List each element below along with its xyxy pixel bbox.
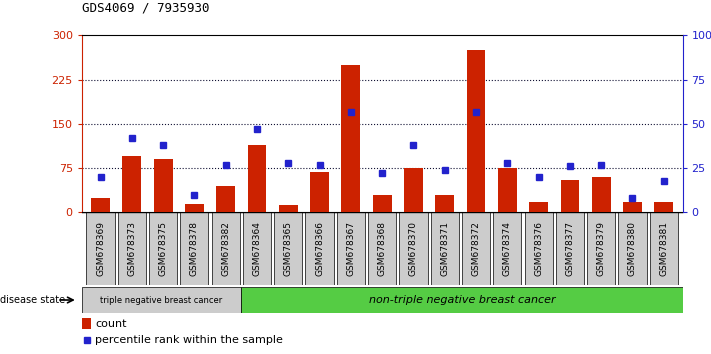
Bar bbox=[82, 287, 241, 313]
Bar bbox=[212, 212, 240, 285]
Bar bbox=[82, 318, 92, 329]
Bar bbox=[241, 287, 683, 313]
Text: GSM678368: GSM678368 bbox=[378, 221, 387, 276]
Bar bbox=[185, 204, 204, 212]
Text: GSM678369: GSM678369 bbox=[96, 221, 105, 276]
Bar bbox=[556, 212, 584, 285]
Text: GDS4069 / 7935930: GDS4069 / 7935930 bbox=[82, 1, 209, 14]
Bar bbox=[529, 202, 548, 212]
Bar bbox=[306, 212, 333, 285]
Text: GSM678364: GSM678364 bbox=[252, 221, 262, 276]
Bar bbox=[216, 186, 235, 212]
Text: GSM678370: GSM678370 bbox=[409, 221, 418, 276]
Bar bbox=[181, 212, 208, 285]
Text: GSM678374: GSM678374 bbox=[503, 221, 512, 276]
Bar bbox=[466, 50, 486, 212]
Bar bbox=[587, 212, 615, 285]
Bar bbox=[247, 144, 267, 212]
Text: GSM678376: GSM678376 bbox=[534, 221, 543, 276]
Bar bbox=[243, 212, 271, 285]
Text: GSM678380: GSM678380 bbox=[628, 221, 637, 276]
Text: GSM678379: GSM678379 bbox=[597, 221, 606, 276]
Bar bbox=[154, 159, 173, 212]
Bar bbox=[122, 156, 141, 212]
Text: GSM678375: GSM678375 bbox=[159, 221, 168, 276]
Bar bbox=[650, 212, 678, 285]
Bar bbox=[404, 168, 423, 212]
Bar bbox=[498, 168, 517, 212]
Bar bbox=[623, 202, 642, 212]
Text: GSM678373: GSM678373 bbox=[127, 221, 137, 276]
Bar bbox=[373, 195, 392, 212]
Bar bbox=[337, 212, 365, 285]
Bar bbox=[493, 212, 521, 285]
Bar bbox=[368, 212, 396, 285]
Bar bbox=[654, 202, 673, 212]
Text: GSM678382: GSM678382 bbox=[221, 221, 230, 276]
Bar bbox=[560, 180, 579, 212]
Bar bbox=[279, 205, 298, 212]
Bar bbox=[525, 212, 552, 285]
Text: GSM678381: GSM678381 bbox=[659, 221, 668, 276]
Bar bbox=[310, 172, 329, 212]
Text: triple negative breast cancer: triple negative breast cancer bbox=[100, 296, 223, 304]
Text: percentile rank within the sample: percentile rank within the sample bbox=[95, 335, 283, 345]
Bar bbox=[400, 212, 427, 285]
Text: GSM678365: GSM678365 bbox=[284, 221, 293, 276]
Bar bbox=[274, 212, 302, 285]
Text: count: count bbox=[95, 319, 127, 329]
Bar bbox=[462, 212, 490, 285]
Bar bbox=[341, 65, 360, 212]
Text: GSM678372: GSM678372 bbox=[471, 221, 481, 276]
Bar bbox=[149, 212, 177, 285]
Text: GSM678378: GSM678378 bbox=[190, 221, 199, 276]
Text: non-triple negative breast cancer: non-triple negative breast cancer bbox=[368, 295, 555, 305]
Text: GSM678371: GSM678371 bbox=[440, 221, 449, 276]
Text: GSM678366: GSM678366 bbox=[315, 221, 324, 276]
Bar bbox=[87, 212, 114, 285]
Bar bbox=[91, 198, 110, 212]
Bar bbox=[435, 195, 454, 212]
Bar bbox=[431, 212, 459, 285]
Text: disease state: disease state bbox=[0, 295, 65, 305]
Bar bbox=[619, 212, 646, 285]
Bar bbox=[118, 212, 146, 285]
Bar bbox=[592, 177, 611, 212]
Text: GSM678367: GSM678367 bbox=[346, 221, 356, 276]
Text: GSM678377: GSM678377 bbox=[565, 221, 574, 276]
